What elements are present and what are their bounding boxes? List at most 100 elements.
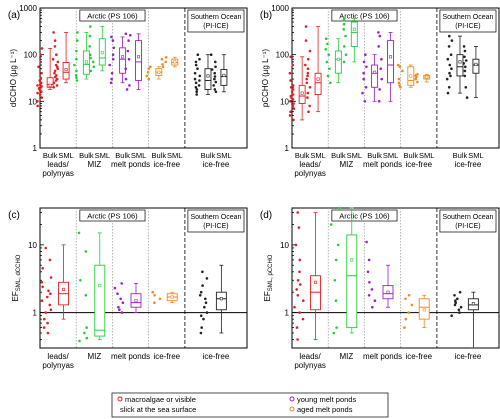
data-point bbox=[75, 79, 79, 82]
data-point bbox=[38, 79, 41, 82]
data-point bbox=[304, 25, 308, 28]
data-point bbox=[343, 17, 346, 20]
box-series-ponds bbox=[377, 31, 394, 103]
data-point bbox=[52, 86, 55, 89]
legend-label: aged melt ponds bbox=[297, 405, 353, 414]
data-point bbox=[305, 77, 309, 81]
data-point bbox=[304, 39, 308, 42]
data-point bbox=[153, 301, 156, 305]
data-point bbox=[403, 326, 406, 329]
box bbox=[119, 47, 127, 74]
data-point bbox=[164, 56, 168, 59]
mean-marker bbox=[170, 295, 174, 299]
data-point bbox=[305, 81, 309, 85]
panel-d: 1 10 (d) EFSML, pCCHO Arctic (PS 106) Souther… bbox=[260, 206, 500, 370]
data-point bbox=[194, 63, 198, 67]
y-axis-label: EFSML, pCCHO bbox=[263, 254, 274, 301]
data-point bbox=[89, 69, 93, 73]
data-point bbox=[447, 86, 451, 89]
box bbox=[456, 54, 464, 77]
panel-label: (b) bbox=[260, 10, 272, 21]
data-point bbox=[110, 71, 114, 75]
y-tick-label: 1 bbox=[285, 309, 290, 318]
data-point bbox=[125, 88, 129, 91]
data-point bbox=[89, 25, 92, 28]
data-point bbox=[127, 39, 130, 42]
box-series-leads bbox=[40, 244, 69, 335]
legend-marker bbox=[289, 406, 295, 412]
region-label-text: Arctic (PS 106) bbox=[87, 12, 138, 21]
box bbox=[371, 64, 379, 88]
panel-label: (c) bbox=[8, 210, 20, 221]
data-point bbox=[295, 288, 299, 291]
data-point bbox=[51, 57, 55, 61]
data-point bbox=[204, 301, 208, 305]
data-point bbox=[52, 31, 55, 34]
x-group-label: melt ponds bbox=[363, 352, 402, 361]
region-label-text: (PI-ICE) bbox=[455, 23, 480, 30]
data-point bbox=[289, 86, 293, 89]
legend-marker bbox=[289, 396, 295, 402]
x-sample-label: Bulk bbox=[404, 151, 419, 160]
data-point bbox=[456, 297, 459, 301]
mean-marker bbox=[314, 280, 318, 284]
data-point bbox=[197, 84, 201, 87]
mean-marker bbox=[352, 27, 356, 31]
data-point bbox=[398, 84, 401, 87]
data-point bbox=[371, 305, 374, 309]
data-point bbox=[53, 45, 57, 48]
data-point bbox=[210, 68, 214, 71]
x-group-label: MIZ bbox=[339, 352, 353, 361]
mean-marker bbox=[134, 299, 138, 303]
data-point bbox=[40, 47, 44, 50]
data-point bbox=[453, 303, 457, 307]
region-label-box bbox=[187, 9, 245, 33]
box-series-miz bbox=[77, 231, 106, 343]
y-axis-label: EFSML, dCCHO bbox=[11, 254, 22, 301]
mean-marker bbox=[206, 74, 210, 78]
data-point bbox=[119, 297, 122, 301]
data-point bbox=[196, 53, 200, 56]
data-point bbox=[398, 65, 402, 69]
data-point bbox=[213, 77, 216, 81]
panel-a: 1 10 100 1000(a) dCCHO (µg L⁻¹) Arctic (PS 10… bbox=[8, 4, 248, 178]
data-point bbox=[373, 299, 377, 303]
mean-marker bbox=[422, 308, 426, 312]
data-point bbox=[290, 90, 294, 94]
data-point bbox=[338, 206, 342, 210]
data-point bbox=[89, 56, 92, 60]
data-point bbox=[296, 279, 300, 282]
data-point bbox=[454, 301, 458, 305]
data-point bbox=[344, 34, 347, 38]
data-point bbox=[334, 299, 338, 303]
data-point bbox=[328, 67, 331, 70]
box-series-leads bbox=[304, 25, 322, 113]
data-point bbox=[41, 285, 44, 289]
region-label-southern: Southern Ocean (PI-ICE) bbox=[439, 209, 497, 233]
region-label-text: (PI-ICE) bbox=[203, 23, 228, 30]
legend-marker bbox=[117, 396, 123, 402]
data-point bbox=[362, 71, 365, 75]
box-series-ponds bbox=[361, 53, 379, 103]
data-point bbox=[53, 71, 56, 75]
data-point bbox=[366, 270, 370, 274]
x-group-label: ice-free bbox=[455, 160, 482, 169]
data-point bbox=[194, 86, 198, 89]
box-series-ponds bbox=[108, 35, 127, 85]
region-label-box bbox=[79, 209, 146, 222]
mean-marker bbox=[62, 287, 66, 291]
region-label-box bbox=[187, 209, 245, 233]
data-point bbox=[92, 65, 96, 69]
data-point bbox=[397, 77, 401, 81]
data-point bbox=[40, 71, 43, 75]
panel-label: (a) bbox=[8, 10, 20, 21]
data-point bbox=[288, 114, 292, 117]
data-point bbox=[404, 297, 407, 301]
x-sample-label: SML bbox=[131, 151, 146, 160]
box-series-southern bbox=[462, 45, 480, 99]
data-point bbox=[410, 303, 414, 307]
data-point bbox=[414, 77, 418, 81]
data-point bbox=[289, 110, 292, 113]
mean-marker bbox=[222, 73, 226, 77]
x-group-label: polynyas bbox=[294, 361, 326, 370]
